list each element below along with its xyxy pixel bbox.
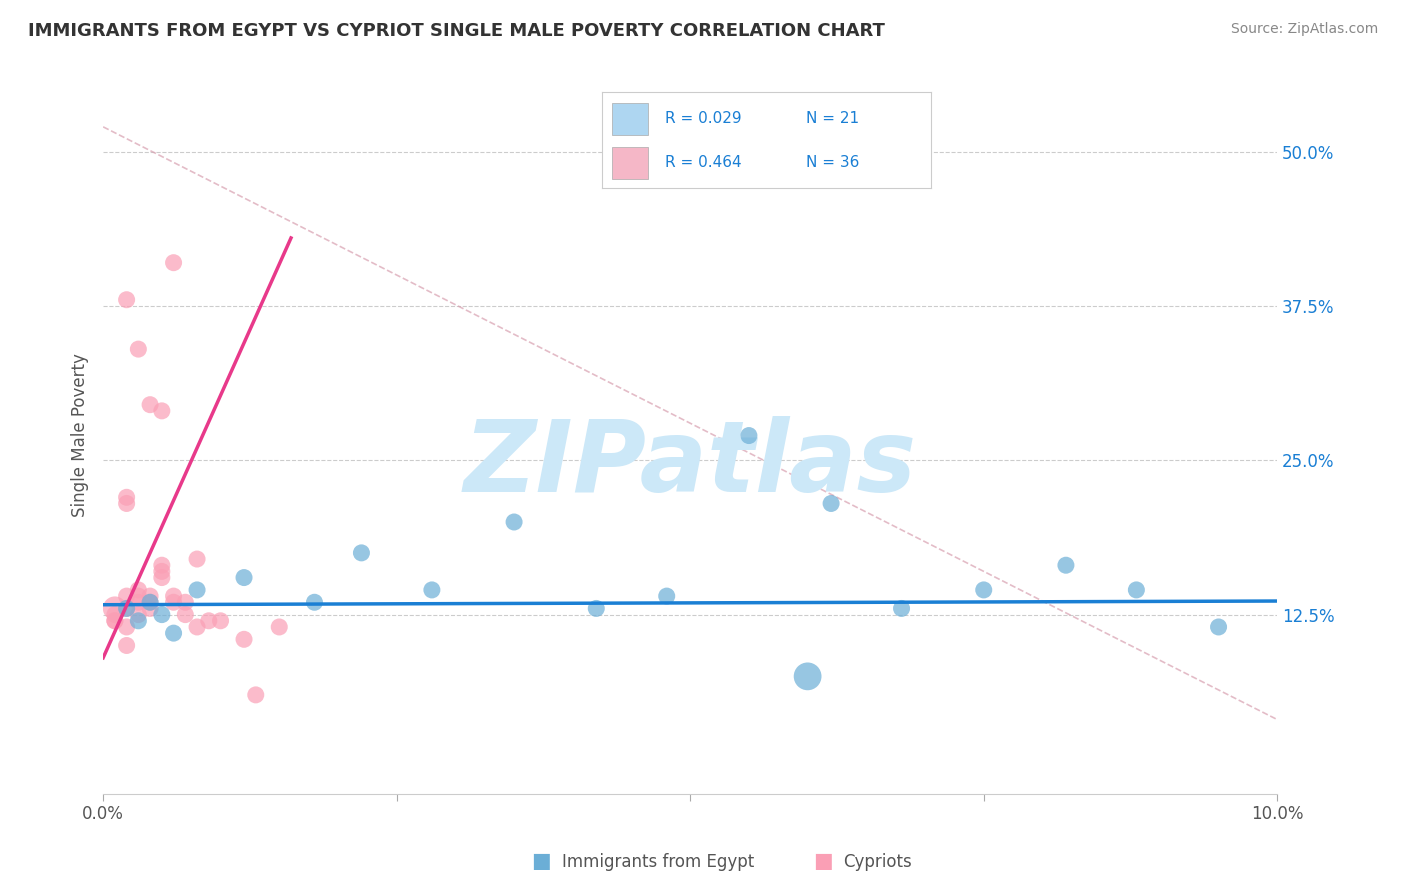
Point xyxy=(139,398,162,412)
Point xyxy=(139,595,162,609)
Point xyxy=(104,614,127,628)
Point xyxy=(150,607,173,622)
Point xyxy=(150,565,173,579)
Point xyxy=(304,595,326,609)
Point xyxy=(350,546,373,560)
Point xyxy=(127,582,149,597)
Text: Immigrants from Egypt: Immigrants from Egypt xyxy=(562,853,755,871)
Point xyxy=(127,595,149,609)
Point xyxy=(150,570,173,584)
Point xyxy=(139,589,162,603)
Point xyxy=(738,428,761,442)
Point xyxy=(115,620,138,634)
Text: ■: ■ xyxy=(813,851,832,871)
Point xyxy=(420,582,443,597)
Point xyxy=(1125,582,1147,597)
Point xyxy=(127,342,149,356)
Point xyxy=(162,595,184,609)
Point xyxy=(139,601,162,615)
Point xyxy=(115,293,138,307)
Point xyxy=(115,639,138,653)
Point xyxy=(162,589,184,603)
Point xyxy=(233,570,256,584)
Point xyxy=(150,558,173,573)
Point xyxy=(162,255,184,269)
Point xyxy=(209,614,232,628)
Point xyxy=(174,607,197,622)
Text: Source: ZipAtlas.com: Source: ZipAtlas.com xyxy=(1230,22,1378,37)
Point xyxy=(115,589,138,603)
Point xyxy=(655,589,678,603)
Point xyxy=(127,614,149,628)
Point xyxy=(233,632,256,647)
Point xyxy=(585,601,607,615)
Point xyxy=(973,582,995,597)
Point xyxy=(115,601,138,615)
Point xyxy=(245,688,267,702)
Point xyxy=(890,601,912,615)
Point xyxy=(186,620,208,634)
Point xyxy=(1208,620,1230,634)
Point xyxy=(174,595,197,609)
Point xyxy=(115,601,138,615)
Point xyxy=(127,589,149,603)
Point xyxy=(104,614,127,628)
Text: Cypriots: Cypriots xyxy=(844,853,912,871)
Point xyxy=(127,607,149,622)
Point xyxy=(820,496,842,510)
Point xyxy=(115,491,138,505)
Point xyxy=(162,626,184,640)
Point xyxy=(269,620,291,634)
Text: ZIPatlas: ZIPatlas xyxy=(464,416,917,513)
Point xyxy=(186,582,208,597)
Point xyxy=(150,404,173,418)
Point xyxy=(198,614,221,628)
Text: IMMIGRANTS FROM EGYPT VS CYPRIOT SINGLE MALE POVERTY CORRELATION CHART: IMMIGRANTS FROM EGYPT VS CYPRIOT SINGLE … xyxy=(28,22,884,40)
Text: ■: ■ xyxy=(531,851,551,871)
Point xyxy=(503,515,526,529)
Point xyxy=(796,669,818,683)
Point xyxy=(139,595,162,609)
Point xyxy=(104,601,127,615)
Point xyxy=(115,496,138,510)
Y-axis label: Single Male Poverty: Single Male Poverty xyxy=(72,353,89,517)
Point xyxy=(186,552,208,566)
Point xyxy=(104,607,127,622)
Point xyxy=(1054,558,1077,573)
